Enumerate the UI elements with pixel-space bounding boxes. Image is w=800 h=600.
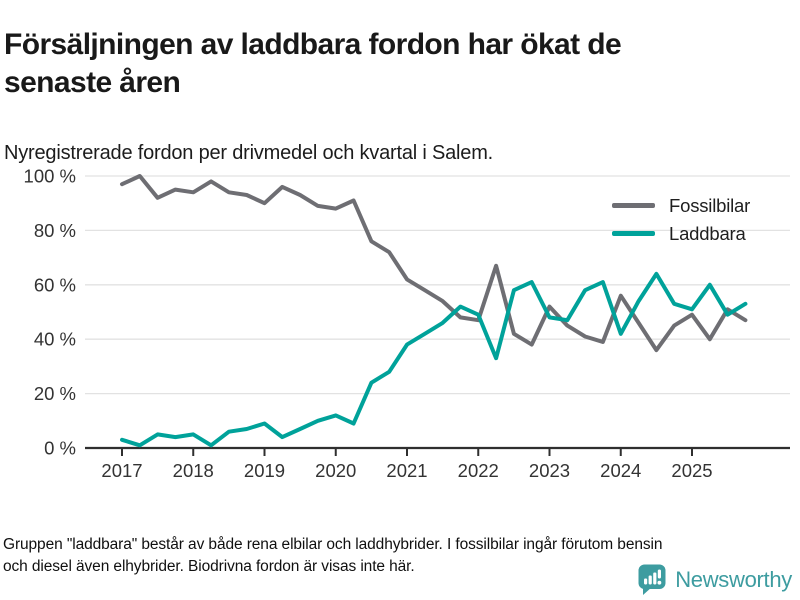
legend-label-laddbara: Laddbara xyxy=(669,222,746,244)
y-tick-label: 0 % xyxy=(44,438,76,459)
y-axis-labels: 0 % 20 % 40 % 60 % 80 % 100 % xyxy=(24,166,76,459)
legend-swatch-fossilbilar xyxy=(612,203,655,208)
y-tick-label: 80 % xyxy=(34,220,76,241)
legend-label-fossilbilar: Fossilbilar xyxy=(669,194,751,216)
x-tick-label: 2021 xyxy=(386,460,427,481)
x-tick-label: 2018 xyxy=(173,460,214,481)
x-tick-label: 2023 xyxy=(529,460,570,481)
legend-item-laddbara: Laddbara xyxy=(612,222,750,245)
newsworthy-logo-text: Newsworthy xyxy=(675,566,792,592)
x-tick-label: 2025 xyxy=(671,460,712,481)
x-tick-label: 2020 xyxy=(315,460,356,481)
y-tick-label: 100 % xyxy=(24,166,76,187)
x-tick-label: 2024 xyxy=(600,460,641,481)
x-tick-label: 2022 xyxy=(458,460,499,481)
series-line-laddbara xyxy=(120,271,748,448)
x-tick-label: 2017 xyxy=(101,460,142,481)
chart-title-line1: Försäljningen av laddbara fordon har öka… xyxy=(4,28,622,62)
x-axis: 2017 2018 2019 2020 2021 2022 2023 2024 2025 xyxy=(85,446,790,481)
legend-item-fossilbilar: Fossilbilar xyxy=(612,194,750,217)
footnote-line1: Gruppen "laddbara" består av både rena e… xyxy=(3,535,663,553)
legend-swatch-laddbara xyxy=(612,231,655,236)
legend: Fossilbilar Laddbara xyxy=(612,194,750,245)
y-tick-label: 60 % xyxy=(34,274,76,295)
newsworthy-logo-icon xyxy=(638,564,666,595)
chart-title: Försäljningen av laddbara fordon har öka… xyxy=(4,26,774,102)
footnote-line2: och diesel även elhybrider. Biodrivna fo… xyxy=(3,557,415,575)
newsworthy-logo: Newsworthy xyxy=(637,563,792,596)
y-tick-label: 20 % xyxy=(34,383,76,404)
chart-footnote: Gruppen "laddbara" består av både rena e… xyxy=(3,534,783,578)
chart-title-line2: senaste åren xyxy=(4,66,181,100)
x-tick-label: 2019 xyxy=(244,460,285,481)
y-tick-label: 40 % xyxy=(34,329,76,350)
chart-subtitle: Nyregistrerade fordon per drivmedel och … xyxy=(4,142,494,164)
